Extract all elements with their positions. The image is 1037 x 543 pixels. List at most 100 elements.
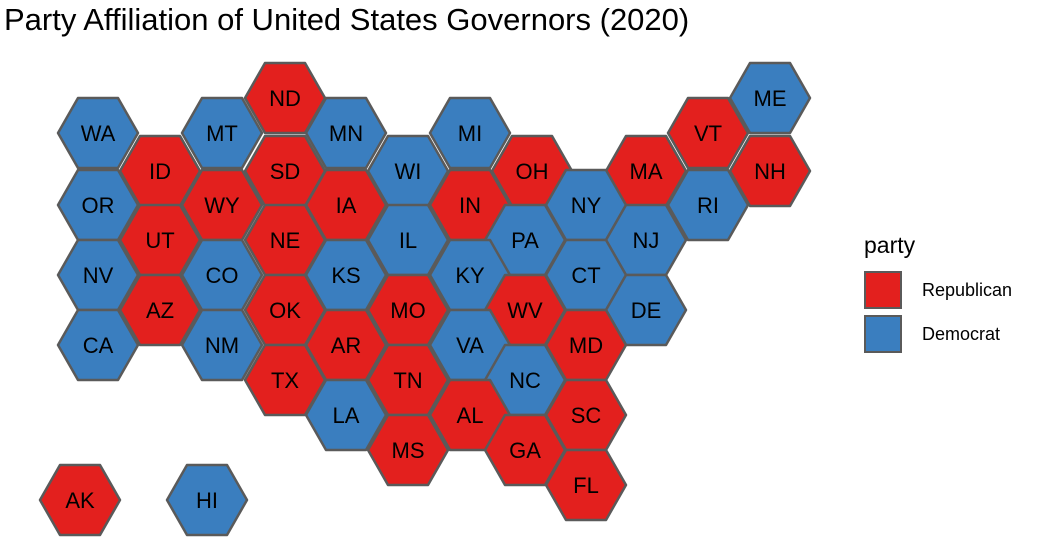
state-hex-mt: MT bbox=[180, 96, 264, 170]
state-label-mi: MI bbox=[458, 121, 482, 146]
state-hex-ak: AK bbox=[38, 463, 122, 537]
state-hex-ms: MS bbox=[366, 413, 450, 487]
state-label-sc: SC bbox=[571, 403, 602, 428]
state-hex-vt: VT bbox=[666, 96, 750, 170]
state-label-tx: TX bbox=[271, 368, 299, 393]
state-label-me: ME bbox=[754, 86, 787, 111]
state-label-wa: WA bbox=[81, 121, 116, 146]
state-shape-mi bbox=[428, 96, 512, 170]
state-label-md: MD bbox=[569, 333, 603, 358]
state-label-la: LA bbox=[333, 403, 360, 428]
state-label-pa: PA bbox=[511, 228, 539, 253]
state-hex-mn: MN bbox=[304, 96, 388, 170]
legend-item-democrat: Democrat bbox=[864, 315, 1000, 359]
state-label-tn: TN bbox=[393, 368, 422, 393]
state-label-wy: WY bbox=[204, 193, 240, 218]
state-label-nj: NJ bbox=[633, 228, 660, 253]
map-title: Party Affiliation of United States Gover… bbox=[4, 2, 690, 37]
state-shape-wa bbox=[56, 96, 140, 170]
state-label-ca: CA bbox=[83, 333, 114, 358]
state-label-ct: CT bbox=[571, 263, 600, 288]
state-shape-nm bbox=[180, 308, 264, 382]
state-hex-wa: WA bbox=[56, 96, 140, 170]
state-label-ok: OK bbox=[269, 298, 301, 323]
state-label-hi: HI bbox=[196, 488, 218, 513]
legend-title: party bbox=[864, 232, 916, 258]
state-label-ne: NE bbox=[270, 228, 301, 253]
state-label-nv: NV bbox=[83, 263, 114, 288]
state-hex-tn: TN bbox=[366, 343, 450, 417]
state-label-nc: NC bbox=[509, 368, 541, 393]
state-label-sd: SD bbox=[270, 159, 301, 184]
state-hex-ga: GA bbox=[483, 413, 567, 487]
state-shape-vt bbox=[666, 96, 750, 170]
state-hex-nm: NM bbox=[180, 308, 264, 382]
state-hex-wi: WI bbox=[366, 134, 450, 208]
state-shape-nh bbox=[728, 134, 812, 208]
state-shape-la bbox=[304, 378, 388, 452]
state-label-az: AZ bbox=[146, 298, 174, 323]
state-hex-la: LA bbox=[304, 378, 388, 452]
state-hex-ca: CA bbox=[56, 308, 140, 382]
legend-swatch-democrat bbox=[864, 315, 902, 353]
state-label-id: ID bbox=[149, 159, 171, 184]
legend-item-republican: Republican bbox=[864, 271, 1012, 315]
state-label-ut: UT bbox=[145, 228, 174, 253]
state-label-ri: RI bbox=[697, 193, 719, 218]
state-label-oh: OH bbox=[516, 159, 549, 184]
state-label-al: AL bbox=[457, 403, 484, 428]
state-shape-ca bbox=[56, 308, 140, 382]
state-hex-mi: MI bbox=[428, 96, 512, 170]
state-label-ia: IA bbox=[336, 193, 357, 218]
state-label-il: IL bbox=[399, 228, 417, 253]
state-hex-mo: MO bbox=[366, 273, 450, 347]
state-label-de: DE bbox=[631, 298, 662, 323]
state-hex-tx: TX bbox=[243, 343, 327, 417]
state-hex-ar: AR bbox=[304, 308, 388, 382]
state-label-ms: MS bbox=[392, 438, 425, 463]
state-hex-me: ME bbox=[728, 61, 812, 135]
state-shape-mt bbox=[180, 96, 264, 170]
legend-swatch-republican bbox=[864, 271, 902, 309]
state-shape-ri bbox=[666, 168, 750, 242]
state-label-mo: MO bbox=[390, 298, 425, 323]
state-label-ak: AK bbox=[65, 488, 95, 513]
state-shape-mn bbox=[304, 96, 388, 170]
state-shape-me bbox=[728, 61, 812, 135]
legend: party Republican Democrat bbox=[864, 232, 1012, 359]
state-shape-az bbox=[118, 273, 202, 347]
state-hex-ut: UT bbox=[118, 203, 202, 277]
state-label-ky: KY bbox=[455, 263, 485, 288]
state-label-co: CO bbox=[206, 263, 239, 288]
state-hex-hi: HI bbox=[165, 463, 249, 537]
state-label-fl: FL bbox=[573, 473, 599, 498]
legend-label-democrat: Democrat bbox=[922, 324, 1001, 344]
state-label-wv: WV bbox=[507, 298, 543, 323]
state-label-wi: WI bbox=[395, 159, 422, 184]
state-label-ar: AR bbox=[331, 333, 362, 358]
state-label-vt: VT bbox=[694, 121, 722, 146]
state-label-mt: MT bbox=[206, 121, 238, 146]
state-hex-sc: SC bbox=[544, 378, 628, 452]
state-label-nm: NM bbox=[205, 333, 239, 358]
state-label-va: VA bbox=[456, 333, 484, 358]
state-hex-fl: FL bbox=[544, 448, 628, 522]
state-label-nd: ND bbox=[269, 86, 301, 111]
state-label-or: OR bbox=[82, 193, 115, 218]
state-hex-ri: RI bbox=[666, 168, 750, 242]
legend-label-republican: Republican bbox=[922, 280, 1013, 300]
state-label-in: IN bbox=[459, 193, 481, 218]
state-label-ga: GA bbox=[509, 438, 541, 463]
state-shape-ak bbox=[38, 463, 122, 537]
state-label-nh: NH bbox=[754, 159, 786, 184]
state-shape-ms bbox=[366, 413, 450, 487]
state-hex-az: AZ bbox=[118, 273, 202, 347]
state-label-ks: KS bbox=[331, 263, 360, 288]
state-hex-nh: NH bbox=[728, 134, 812, 208]
state-label-ny: NY bbox=[571, 193, 602, 218]
state-label-ma: MA bbox=[630, 159, 663, 184]
state-hex-ia: IA bbox=[304, 168, 388, 242]
state-label-mn: MN bbox=[329, 121, 363, 146]
state-shape-hi bbox=[165, 463, 249, 537]
